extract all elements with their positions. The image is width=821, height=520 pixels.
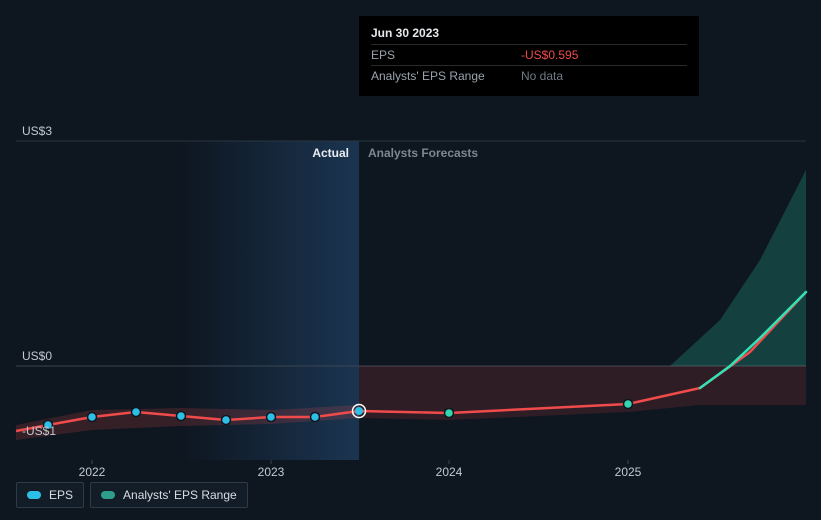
legend-label: EPS	[49, 488, 73, 502]
tooltip-row-value: -US$0.595	[521, 48, 578, 62]
legend-swatch-icon	[101, 491, 115, 499]
chart-legend: EPS Analysts' EPS Range	[16, 482, 248, 508]
eps-chart: US$3 US$0 -US$1 2022 2023 2024 2025 Actu…	[0, 0, 821, 520]
legend-eps[interactable]: EPS	[16, 482, 84, 508]
tooltip-row: Analysts' EPS Range No data	[371, 65, 687, 86]
tooltip-row-label: Analysts' EPS Range	[371, 69, 521, 83]
forecast-label: Analysts Forecasts	[368, 146, 478, 160]
legend-swatch-icon	[27, 491, 41, 499]
x-axis-label: 2023	[258, 465, 285, 479]
legend-eps-range[interactable]: Analysts' EPS Range	[90, 482, 248, 508]
y-axis-label: -US$1	[22, 424, 56, 438]
actual-label: Actual	[312, 146, 349, 160]
y-axis-label: US$3	[22, 124, 52, 138]
y-axis-label: US$0	[22, 349, 52, 363]
legend-label: Analysts' EPS Range	[123, 488, 237, 502]
tooltip-row-value: No data	[521, 69, 563, 83]
tooltip-row: EPS -US$0.595	[371, 44, 687, 65]
tooltip-row-label: EPS	[371, 48, 521, 62]
x-axis-label: 2022	[79, 465, 106, 479]
x-axis-label: 2024	[436, 465, 463, 479]
chart-tooltip: Jun 30 2023 EPS -US$0.595 Analysts' EPS …	[359, 16, 699, 96]
tooltip-date: Jun 30 2023	[371, 26, 687, 40]
x-axis-label: 2025	[615, 465, 642, 479]
